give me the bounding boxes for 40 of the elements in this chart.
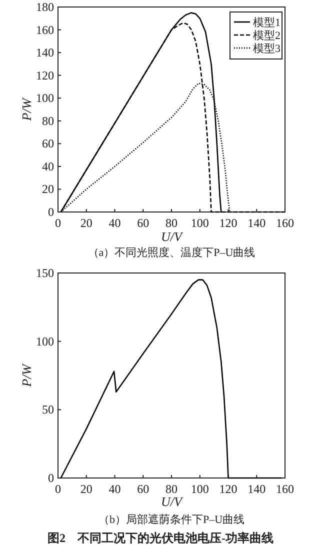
x-tick-label: 40	[108, 216, 121, 230]
x-tick-label: 120	[219, 216, 238, 230]
x-tick-label: 140	[248, 482, 266, 496]
y-tick-label: 140	[36, 46, 54, 60]
legend-label: 模型1	[253, 17, 280, 29]
text: （a）不同光照度、温度下P–U曲线	[88, 246, 256, 259]
x-tick-label: 80	[166, 216, 178, 230]
x-tick-label: 60	[137, 482, 150, 496]
caption: 图2 不同工况下的光伏电池电压-功率曲线	[48, 531, 274, 545]
y-tick-label: 0	[48, 205, 54, 219]
legend-label: 模型2	[253, 30, 280, 42]
y-tick-label: 150	[36, 266, 54, 280]
x-tick-label: 160	[276, 216, 294, 230]
y-tick-label: 100	[36, 334, 54, 348]
x-axis-title: U/V	[161, 229, 184, 244]
y-axis-title: P/W	[19, 363, 34, 388]
y-tick-label: 60	[42, 136, 54, 151]
x-tick-label: 160	[276, 482, 294, 496]
y-tick-label: 80	[42, 114, 54, 128]
x-tick-label: 20	[80, 482, 92, 496]
y-tick-label: 20	[42, 182, 54, 196]
y-tick-label: 180	[36, 0, 54, 14]
y-tick-label: 0	[48, 471, 54, 485]
y-tick-label: 160	[36, 22, 54, 37]
x-axis-title: U/V	[161, 494, 184, 509]
x-tick-label: 140	[248, 216, 266, 230]
y-tick-label: 120	[36, 68, 54, 82]
y-tick-label: 50	[42, 402, 54, 417]
x-tick-label: 100	[190, 216, 209, 230]
x-tick-label: 80	[166, 482, 178, 496]
legend-label: 模型3	[253, 43, 281, 55]
text: （b）局部遮荫条件下P–U曲线	[98, 513, 245, 526]
x-tick-label: 100	[190, 482, 209, 496]
y-axis-title: P/W	[19, 97, 34, 122]
x-tick-label: 60	[137, 216, 150, 230]
y-tick-label: 100	[36, 91, 54, 106]
x-tick-label: 120	[219, 482, 238, 496]
x-tick-label: 40	[108, 482, 121, 496]
y-tick-label: 40	[42, 159, 54, 174]
x-tick-label: 20	[80, 216, 92, 230]
